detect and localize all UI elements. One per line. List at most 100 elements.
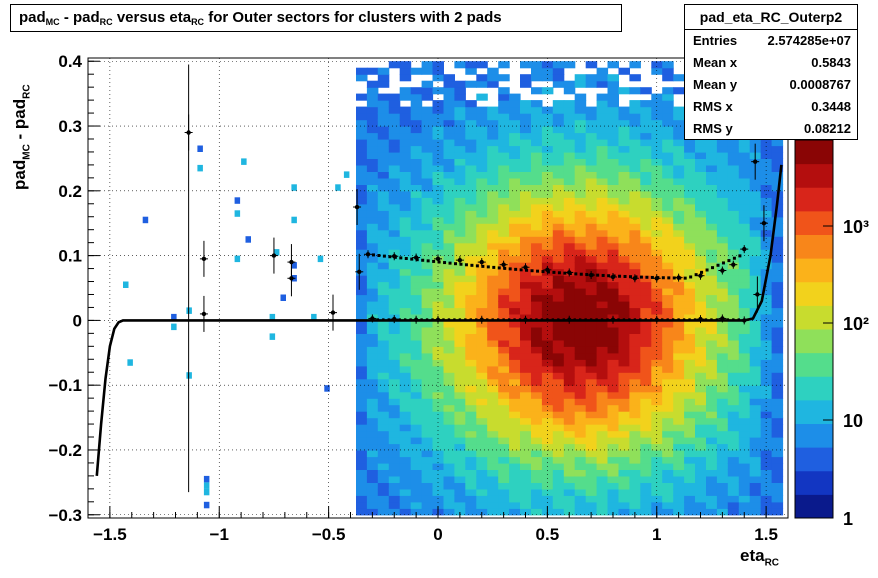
heatmap-cell xyxy=(684,139,696,146)
heatmap-cell xyxy=(695,372,707,379)
heatmap-cell xyxy=(575,307,587,314)
heatmap-cell xyxy=(640,178,652,185)
heatmap-cell xyxy=(662,392,674,399)
heatmap-cell xyxy=(608,476,620,483)
heatmap-cell xyxy=(586,133,598,140)
heatmap-cell xyxy=(531,217,543,224)
heatmap-cell xyxy=(706,204,718,211)
heatmap-cell xyxy=(356,405,368,412)
heatmap-cell xyxy=(454,191,466,198)
heatmap-cell xyxy=(597,262,609,269)
heatmap-cell xyxy=(389,158,401,165)
heatmap-cell xyxy=(465,333,477,340)
heatmap-cell xyxy=(586,385,598,392)
heatmap-cell xyxy=(608,495,620,502)
heatmap-cell xyxy=(520,210,532,217)
heatmap-cell xyxy=(520,424,532,431)
heatmap-cell xyxy=(378,94,390,101)
heatmap-cell xyxy=(739,411,751,418)
heatmap-cell xyxy=(597,146,609,153)
heatmap-cell xyxy=(695,152,707,159)
heatmap-cell xyxy=(662,269,674,276)
heatmap-cell xyxy=(465,457,477,464)
heatmap-cell xyxy=(123,282,129,289)
heatmap-cell xyxy=(597,158,609,165)
heatmap-cell xyxy=(422,217,434,224)
heatmap-cell xyxy=(651,450,663,457)
heatmap-cell xyxy=(433,126,445,133)
profile-point xyxy=(618,275,621,278)
heatmap-cell xyxy=(465,191,477,198)
profile-point xyxy=(629,275,632,278)
heatmap-cell xyxy=(356,165,368,172)
heatmap-cell xyxy=(509,489,520,496)
profile-point xyxy=(459,318,461,321)
heatmap-cell xyxy=(564,133,576,140)
heatmap-cell xyxy=(281,295,287,302)
heatmap-cell xyxy=(444,133,456,140)
heatmap-cell xyxy=(531,197,543,204)
heatmap-cell xyxy=(553,81,565,88)
heatmap-cell xyxy=(629,288,641,295)
heatmap-cell xyxy=(761,372,773,379)
heatmap-cell xyxy=(739,333,751,340)
heatmap-cell xyxy=(597,418,609,425)
heatmap-cell xyxy=(422,482,434,489)
heatmap-cell xyxy=(619,418,631,425)
heatmap-cell xyxy=(367,379,379,386)
heatmap-cell xyxy=(378,450,390,457)
heatmap-cell xyxy=(389,405,401,412)
heatmap-cell xyxy=(761,424,773,431)
heatmap-cell xyxy=(619,171,631,178)
heatmap-cell xyxy=(586,366,598,373)
heatmap-cell xyxy=(465,392,477,399)
heatmap-cell xyxy=(411,424,423,431)
heatmap-cell xyxy=(454,87,466,94)
heatmap-cell xyxy=(520,489,532,496)
y-tick-label: 0.1 xyxy=(58,247,82,266)
heatmap-cell xyxy=(597,249,609,256)
heatmap-cell xyxy=(400,210,412,217)
heatmap-cell xyxy=(761,236,773,243)
heatmap-cell xyxy=(772,269,784,276)
heatmap-cell xyxy=(662,217,674,224)
profile-point xyxy=(502,318,504,321)
heatmap-cell xyxy=(378,366,390,373)
heatmap-cell xyxy=(465,210,477,217)
heatmap-cell xyxy=(356,437,368,444)
heatmap-cell xyxy=(476,165,488,172)
heatmap-cell xyxy=(706,243,718,250)
heatmap-cell xyxy=(433,210,445,217)
heatmap-cell xyxy=(465,178,477,185)
heatmap-cell xyxy=(684,210,696,217)
heatmap-cell xyxy=(728,346,740,353)
profile-point xyxy=(617,318,619,321)
heatmap-cell xyxy=(498,437,510,444)
heatmap-cell xyxy=(465,158,477,165)
heatmap-cell xyxy=(695,418,707,425)
heatmap-cell xyxy=(597,508,609,515)
heatmap-cell xyxy=(487,171,499,178)
heatmap-cell xyxy=(509,411,520,418)
heatmap-cell xyxy=(662,107,674,114)
heatmap-cell xyxy=(728,204,740,211)
heatmap-cell xyxy=(728,476,740,483)
heatmap-cell xyxy=(454,469,466,476)
heatmap-cell xyxy=(640,243,652,250)
x-axis-label: etaRC xyxy=(740,546,779,568)
heatmap-cell xyxy=(706,398,718,405)
heatmap-cell xyxy=(400,372,412,379)
x-tick-label: 0 xyxy=(433,525,442,544)
heatmap-cell xyxy=(411,405,423,412)
heatmap-cell xyxy=(706,236,718,243)
heatmap-cell xyxy=(684,411,696,418)
heatmap-cell xyxy=(695,392,707,399)
heatmap-cell xyxy=(389,359,401,366)
heatmap-cell xyxy=(728,340,740,347)
heatmap-cell xyxy=(378,482,390,489)
heatmap-cell xyxy=(608,295,620,302)
profile-point xyxy=(552,318,554,321)
heatmap-cell xyxy=(728,282,740,289)
heatmap-cell xyxy=(684,457,696,464)
profile-point xyxy=(388,318,390,321)
